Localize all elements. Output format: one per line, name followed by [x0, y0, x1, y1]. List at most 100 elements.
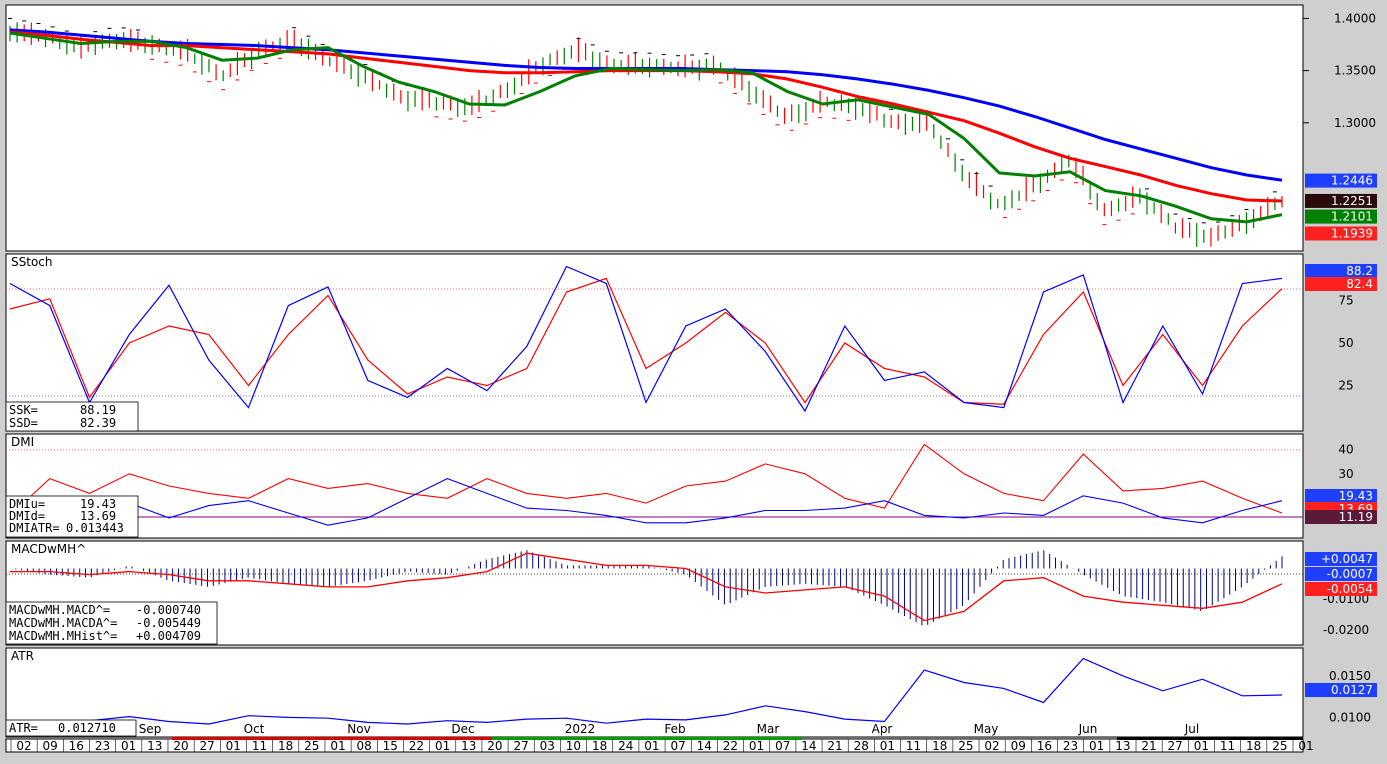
month-label: Feb	[664, 722, 685, 736]
ssd-line	[9, 277, 1283, 405]
month-label: Dec	[451, 722, 474, 736]
day-label: 25	[1272, 739, 1287, 753]
day-label: 27	[1168, 739, 1183, 753]
day-label: 01	[644, 739, 659, 753]
day-label: 14	[697, 739, 712, 753]
atr-label: ATR=	[9, 721, 38, 735]
macd-title: MACDwMH^	[11, 542, 86, 556]
mhist-label: MACDwMH.MHist^=	[9, 629, 117, 643]
day-label: 10	[566, 739, 581, 753]
day-label: 01	[880, 739, 895, 753]
day-label: 07	[670, 739, 685, 753]
atr-line	[9, 657, 1283, 729]
sstoch-tick-label: 25	[1338, 379, 1353, 393]
dmiu-tag-group: 19.43	[1305, 489, 1377, 503]
day-label: 01	[121, 739, 136, 753]
day-label: 22	[409, 739, 424, 753]
day-label: 01	[1298, 739, 1313, 753]
month-label: Jul	[1184, 722, 1199, 736]
mhist-tag-group: +0.0047	[1305, 552, 1377, 566]
mhist-tag: +0.0047	[1321, 552, 1373, 566]
dmi-tick-label: 40	[1338, 442, 1353, 456]
month-label: Jun	[1078, 722, 1098, 736]
day-label: 13	[461, 739, 476, 753]
axis-labels-group: 1.4000 1.3500 1.3000 1.2446 1.2251 1.2101 1.19…	[10, 11, 1377, 753]
dmiatr-value: 0.013443	[66, 521, 124, 535]
price-tag-1-bg	[1305, 193, 1377, 208]
day-label: 01	[749, 739, 764, 753]
day-label: 27	[200, 739, 215, 753]
dmi-down-line	[9, 443, 1283, 516]
day-label: 16	[1037, 739, 1052, 753]
macd-readout-box	[5, 601, 218, 645]
dmi-readout-box	[5, 495, 139, 538]
day-label: 13	[1115, 739, 1130, 753]
macd-series-group	[10, 550, 1283, 626]
price-panel	[5, 4, 1304, 252]
price-tick-label: 1.3000	[1334, 116, 1376, 130]
mhist-value: +0.004709	[136, 629, 201, 643]
price-tag-1-group: 1.2251	[1305, 193, 1377, 208]
macd-value: -0.000740	[136, 603, 201, 617]
day-label: 11	[1220, 739, 1235, 753]
month-label: Mar	[757, 722, 780, 736]
atr-title: ATR	[11, 649, 34, 663]
day-label: 08	[356, 739, 371, 753]
dmiu-tag-bg	[1305, 489, 1377, 503]
macda-label: MACDwMH.MACDA^=	[9, 616, 117, 630]
dmiatr-label: DMIATR=	[9, 521, 60, 535]
day-label: 11	[906, 739, 921, 753]
day-label: 01	[1089, 739, 1104, 753]
day-label: 09	[43, 739, 58, 753]
ssd-label: SSD=	[9, 416, 38, 430]
macda-tag-group: -0.0054	[1305, 582, 1377, 596]
dmid-label: DMId=	[9, 509, 45, 523]
day-label: 25	[958, 739, 973, 753]
ssd-tag-bg	[1305, 277, 1377, 291]
atr-tick-label: 0.0100	[1329, 710, 1371, 724]
price-tag-3-bg	[1305, 226, 1377, 241]
month-label: Nov	[347, 722, 370, 736]
price-tag-2: 1.2101	[1331, 210, 1373, 224]
macd-tick-label: -0.0200	[1323, 623, 1369, 637]
dmiu-label: DMIu=	[9, 497, 45, 511]
day-label: 18	[932, 739, 947, 753]
atr-tag-group: 0.0127	[1305, 683, 1377, 697]
dmiatr-tag-group: 11.19	[1305, 510, 1377, 524]
macda-value: -0.005449	[136, 616, 201, 630]
green-moving-average	[9, 31, 1283, 224]
day-label: 25	[304, 739, 319, 753]
month-label: Sep	[139, 722, 162, 736]
ssk-value: 88.19	[80, 403, 116, 417]
day-label: 15	[383, 739, 398, 753]
dmi-series-group	[9, 443, 1283, 526]
month-label: Oct	[244, 722, 265, 736]
dmi-up-line	[9, 478, 1283, 526]
day-label: 16	[69, 739, 84, 753]
atr-series-group	[9, 657, 1283, 729]
ssd-tag: 82.4	[1346, 277, 1373, 291]
date-axis-black-segment	[1117, 737, 1303, 740]
sstoch-panel	[5, 253, 1304, 432]
day-label: 20	[173, 739, 188, 753]
price-tag-0-group: 1.2446	[1305, 173, 1377, 188]
dmiu-tag: 19.43	[1339, 489, 1373, 503]
atr-readout-box	[5, 719, 137, 737]
day-label: 18	[278, 739, 293, 753]
ssk-tag: 88.2	[1346, 264, 1373, 278]
day-label: 23	[95, 739, 110, 753]
price-tag-2-bg	[1305, 209, 1377, 224]
day-label: 24	[618, 739, 633, 753]
day-label: 07	[775, 739, 790, 753]
macd-tag: -0.0007	[1327, 567, 1373, 581]
ssd-tag-group: 82.4	[1305, 277, 1377, 291]
price-tag-0-bg	[1305, 173, 1377, 188]
month-label: 2022	[565, 722, 596, 736]
macd-tag-bg	[1305, 567, 1377, 581]
sstoch-tick-label: 75	[1338, 294, 1353, 308]
month-label: May	[974, 722, 999, 736]
price-tag-0: 1.2446	[1331, 174, 1373, 188]
price-series-group	[8, 17, 1283, 247]
